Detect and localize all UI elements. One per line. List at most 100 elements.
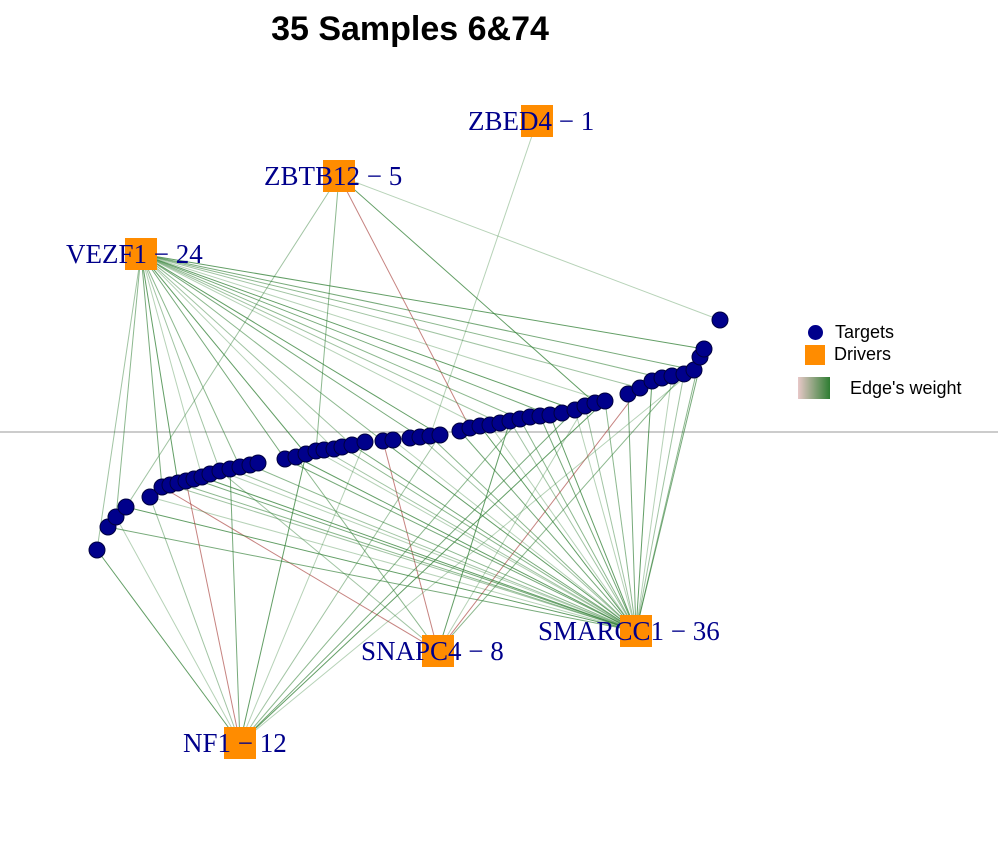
driver-square [620, 615, 652, 647]
edge-vezf1-38 [140, 253, 521, 420]
edge-zbtb12-20 [315, 175, 340, 452]
edge-snapc4-12 [219, 470, 439, 652]
target-node[interactable] [117, 498, 135, 516]
edge-vezf1-34 [140, 253, 481, 427]
edge-nf1-2 [115, 516, 241, 744]
driver-label: ZBED4 − 1 [468, 106, 594, 136]
edge-smarcc1-26 [382, 440, 637, 632]
legend-targets: Targets [808, 322, 894, 343]
edge-smarcc1-44 [584, 405, 637, 632]
edge-smarcc1-41 [549, 414, 637, 632]
driver-square [125, 238, 157, 270]
edge-nf1-13 [229, 468, 241, 744]
edge-vezf1-14 [140, 253, 241, 468]
target-node[interactable] [384, 431, 402, 449]
edge-zbed4-30 [429, 120, 538, 437]
edge-smarcc1-43 [574, 409, 637, 632]
driver-node-zbed4[interactable]: ZBED4 − 1 [468, 105, 594, 137]
edge-snapc4-5 [161, 486, 439, 652]
edge-smarcc1-52 [635, 373, 685, 632]
edge-vezf1-41 [140, 253, 551, 416]
edge-vezf1-36 [140, 253, 501, 424]
edge-weight-gradient [798, 377, 830, 399]
edge-smarcc1-46 [604, 400, 637, 632]
edge-vezf1-10 [140, 253, 203, 478]
edge-vezf1-31 [140, 253, 441, 436]
target-node[interactable] [88, 541, 106, 559]
edge-smarcc1-37 [509, 420, 637, 632]
target-circle-icon [808, 325, 823, 340]
driver-node-zbtb12[interactable]: ZBTB12 − 5 [264, 160, 402, 192]
driver-node-vezf1[interactable]: VEZF1 − 24 [66, 238, 203, 270]
edge-smarcc1-12 [219, 470, 637, 632]
edge-smarcc1-30 [429, 435, 637, 632]
target-node[interactable] [596, 392, 614, 410]
edge-nf1-8 [185, 480, 241, 744]
target-node[interactable] [356, 433, 374, 451]
edge-zbtb12-3 [125, 175, 340, 508]
edge-nf1-53 [239, 369, 695, 744]
target-node[interactable] [711, 311, 729, 329]
driver-node-nf1[interactable]: NF1 − 12 [183, 727, 287, 759]
edge-smarcc1-32 [459, 430, 637, 632]
edge-smarcc1-6 [169, 484, 637, 632]
edge-snapc4-48 [437, 387, 641, 652]
edge-snapc4-37 [437, 420, 511, 652]
target-node[interactable] [141, 488, 159, 506]
edge-nf1-43 [239, 409, 576, 744]
driver-label: NF1 − 12 [183, 728, 287, 758]
edge-smarcc1-51 [635, 375, 673, 632]
driver-square [422, 635, 454, 667]
edge-vezf1-46 [140, 253, 606, 402]
legend-targets-label: Targets [835, 322, 895, 342]
driver-label: SNAPC4 − 8 [361, 636, 504, 666]
driver-square [323, 160, 355, 192]
edge-nf1-25 [239, 441, 366, 744]
edge-nf1-0 [96, 549, 241, 744]
edge-vezf1-50 [140, 253, 663, 379]
edge-smarcc1-20 [315, 450, 637, 632]
edge-vezf1-43 [140, 253, 576, 411]
edge-vezf1-0 [96, 253, 142, 551]
legend-edge-weight-label: Edge's weight [850, 377, 962, 398]
edge-smarcc1-27 [392, 439, 637, 632]
legend-edge-weight: Edge's weight [798, 377, 962, 399]
edge-smarcc1-49 [635, 380, 653, 632]
target-node[interactable] [249, 454, 267, 472]
edge-nf1-19 [239, 453, 307, 744]
edge-vezf1-24 [140, 253, 353, 446]
edge-nf1-4 [149, 496, 241, 744]
drivers: ZBED4 − 1 ZBTB12 − 5 VEZF1 − 24 SNAPC4 − 8 S… [66, 105, 720, 759]
edge-smarcc1-17 [284, 458, 637, 632]
edge-vezf1-7 [140, 253, 179, 484]
edge-vezf1-22 [140, 253, 335, 450]
chart-title: 35 Samples 6&74 [271, 10, 549, 48]
target-node[interactable] [695, 340, 713, 358]
edge-smarcc1-21 [323, 449, 637, 632]
edges [96, 120, 721, 744]
edge-snapc4-52 [437, 373, 685, 652]
edge-smarcc1-29 [419, 436, 637, 632]
driver-square-icon [805, 344, 825, 365]
edge-vezf1-2 [115, 253, 142, 518]
edge-vezf1-29 [140, 253, 421, 438]
edge-vezf1-12 [140, 253, 221, 472]
driver-square [521, 105, 553, 137]
edge-vezf1-48 [140, 253, 641, 389]
edge-smarcc1-13 [229, 468, 637, 632]
edge-smarcc1-7 [177, 482, 637, 632]
edge-smarcc1-34 [479, 425, 637, 632]
edge-nf1-46 [239, 400, 606, 744]
edge-smarcc1-15 [249, 464, 637, 632]
edge-smarcc1-40 [539, 415, 637, 632]
edge-vezf1-17 [140, 253, 286, 460]
target-node[interactable] [431, 426, 449, 444]
edge-vezf1-53 [140, 253, 695, 371]
driver-node-smarcc1[interactable]: SMARCC1 − 36 [538, 615, 720, 647]
edge-nf1-31 [239, 434, 441, 744]
edge-zbtb12-45 [338, 175, 596, 404]
edge-smarcc1-1 [107, 526, 637, 632]
edge-snapc4-18 [295, 456, 439, 652]
driver-node-snapc4[interactable]: SNAPC4 − 8 [361, 635, 504, 667]
